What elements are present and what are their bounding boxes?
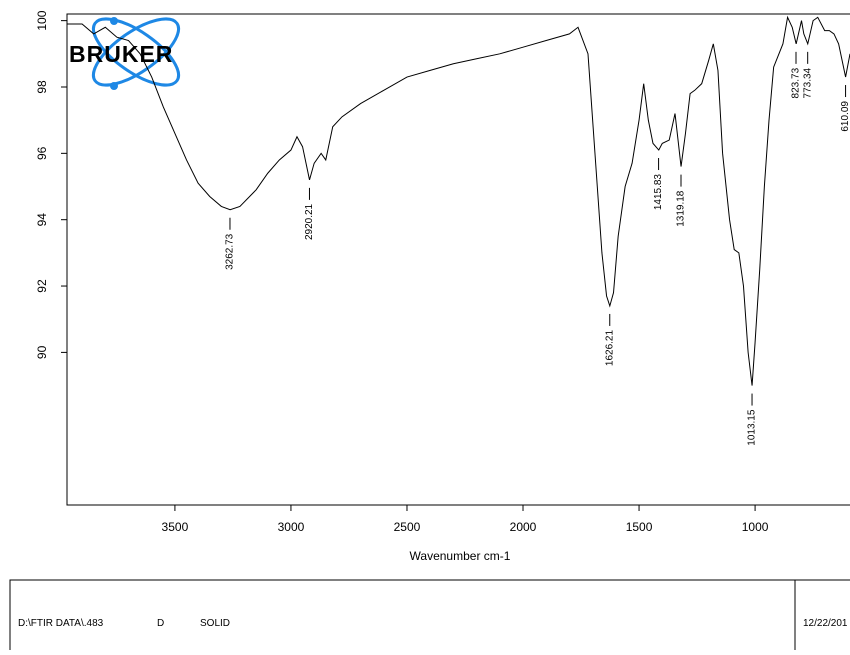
- footer-sample: SOLID: [200, 618, 230, 629]
- peak-label: 610.09: [840, 101, 850, 132]
- peak-label: 1013.15: [747, 409, 758, 446]
- footer-date: 12/22/201: [803, 618, 848, 629]
- y-tick-label: 96: [35, 146, 49, 160]
- y-tick-label: 90: [35, 345, 49, 359]
- x-tick-label: 1000: [742, 520, 769, 534]
- logo: BRUKER: [69, 17, 181, 90]
- y-tick-label: 92: [35, 279, 49, 293]
- x-tick-label: 2000: [510, 520, 537, 534]
- spectrum-line: [67, 15, 850, 386]
- x-tick-label: 3500: [162, 520, 189, 534]
- peak-label: 1415.83: [653, 174, 664, 211]
- logo-dot: [110, 17, 118, 25]
- footer-box: [9, 579, 850, 655]
- logo-orbit: [91, 17, 181, 87]
- x-tick-label: 3000: [278, 520, 305, 534]
- footer-code: D: [157, 618, 164, 629]
- logo-text: BRUKER: [69, 41, 173, 67]
- x-axis-label: Wavenumber cm-1: [410, 549, 511, 563]
- peak-label: 2920.21: [304, 203, 315, 240]
- peak-label: 823.73: [791, 67, 802, 98]
- x-tick-label: 2500: [394, 520, 421, 534]
- peak-label: 773.34: [802, 67, 813, 98]
- plot-frame: [66, 13, 850, 506]
- y-tick-label: 94: [35, 213, 49, 227]
- x-tick-label: 1500: [626, 520, 653, 534]
- footer-path: D:\FTIR DATA\.483: [18, 618, 104, 629]
- peak-label: 1319.18: [676, 190, 687, 227]
- logo-dot: [110, 82, 118, 90]
- y-tick-label: 98: [35, 80, 49, 94]
- peak-label: 3262.73: [225, 233, 236, 270]
- y-tick-label: 100: [35, 10, 49, 30]
- peak-label: 1626.21: [604, 330, 615, 367]
